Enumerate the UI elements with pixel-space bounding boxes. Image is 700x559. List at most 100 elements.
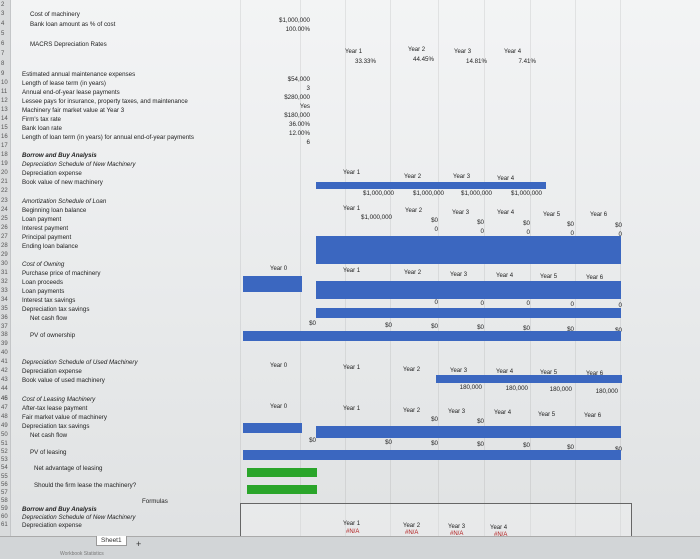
- tab-sheet1[interactable]: Sheet1: [96, 536, 127, 546]
- net-advantage-cell[interactable]: [247, 468, 317, 477]
- loan-payment-6[interactable]: $0: [615, 222, 622, 229]
- own-zero-5[interactable]: 0: [570, 301, 574, 308]
- row-number[interactable]: 27: [1, 234, 8, 240]
- row-number[interactable]: 40: [1, 350, 8, 356]
- row-number[interactable]: 15: [1, 125, 8, 131]
- used-book-5[interactable]: 180,000: [549, 386, 572, 393]
- row-number[interactable]: 18: [1, 152, 8, 158]
- value-maintenance[interactable]: $54,000: [287, 76, 310, 83]
- own-net-3[interactable]: $0: [477, 324, 484, 331]
- book-new-2[interactable]: $1,000,000: [413, 190, 444, 197]
- lease-net-5[interactable]: $0: [567, 444, 574, 451]
- lease-dep-band[interactable]: [316, 426, 621, 438]
- used-dep-band[interactable]: [436, 375, 622, 383]
- formula-val-3[interactable]: #N/A: [450, 531, 464, 537]
- workbook-statistics[interactable]: Workbook Statistics: [60, 551, 104, 557]
- own-net-1[interactable]: $0: [385, 322, 392, 329]
- lease-net-2[interactable]: $0: [431, 440, 438, 447]
- row-number[interactable]: 53: [1, 457, 8, 463]
- value-cost[interactable]: $1,000,000: [279, 17, 310, 24]
- row-number[interactable]: 32: [1, 279, 8, 285]
- row-number[interactable]: 48: [1, 414, 8, 420]
- own-net-2[interactable]: $0: [431, 323, 438, 330]
- book-new-4[interactable]: $1,000,000: [511, 190, 542, 197]
- value-lessee-pays[interactable]: Yes: [299, 103, 310, 110]
- macrs-rate-3[interactable]: 14.81%: [466, 58, 487, 65]
- row-number[interactable]: 47: [1, 405, 8, 411]
- own-net-0[interactable]: $0: [309, 320, 316, 327]
- row-number[interactable]: 51: [1, 441, 8, 447]
- value-fmv[interactable]: $180,000: [284, 112, 310, 119]
- row-number[interactable]: 19: [1, 161, 8, 167]
- row-number[interactable]: 26: [1, 225, 8, 231]
- row-number[interactable]: 6: [1, 41, 5, 47]
- lease-net-1[interactable]: $0: [385, 439, 392, 446]
- formula-val-2[interactable]: #N/A: [405, 530, 419, 536]
- formula-val-1[interactable]: #N/A: [346, 529, 360, 535]
- row-number[interactable]: 23: [1, 198, 8, 204]
- row-number[interactable]: 30: [1, 261, 8, 267]
- row-number[interactable]: 61: [1, 522, 8, 528]
- lease-aftertax-2[interactable]: $0: [431, 416, 438, 423]
- macrs-rate-2[interactable]: 44.45%: [413, 56, 434, 63]
- row-number[interactable]: 9: [1, 71, 5, 77]
- loan-interest-6[interactable]: 0: [618, 231, 622, 238]
- loan-interest-2[interactable]: 0: [434, 226, 438, 233]
- value-loan-term[interactable]: 6: [306, 139, 310, 146]
- used-book-4[interactable]: 180,000: [505, 385, 528, 392]
- row-number[interactable]: 5: [1, 31, 5, 37]
- row-number[interactable]: 38: [1, 332, 8, 338]
- row-number[interactable]: 24: [1, 207, 8, 213]
- add-sheet-button[interactable]: +: [136, 539, 142, 549]
- row-number[interactable]: 45: [1, 396, 8, 402]
- row-number[interactable]: 42: [1, 368, 8, 374]
- used-book-3[interactable]: 180,000: [459, 384, 482, 391]
- lease-year0-band[interactable]: [243, 423, 302, 433]
- row-number[interactable]: 31: [1, 270, 8, 276]
- row-number[interactable]: 59: [1, 506, 8, 512]
- row-number[interactable]: 13: [1, 107, 8, 113]
- value-lease-term[interactable]: 3: [306, 85, 310, 92]
- lease-net-0[interactable]: $0: [309, 437, 316, 444]
- value-lease-payment[interactable]: $280,000: [284, 94, 310, 101]
- row-number[interactable]: 21: [1, 179, 8, 185]
- row-number[interactable]: 29: [1, 252, 8, 258]
- row-number[interactable]: 60: [1, 514, 8, 520]
- row-number[interactable]: 25: [1, 216, 8, 222]
- used-book-6[interactable]: 180,000: [595, 388, 618, 395]
- row-number[interactable]: 58: [1, 498, 8, 504]
- row-number[interactable]: 43: [1, 377, 8, 383]
- lease-net-3[interactable]: $0: [477, 441, 484, 448]
- own-zero-6[interactable]: 0: [618, 302, 622, 309]
- value-tax-rate[interactable]: 36.00%: [289, 121, 310, 128]
- row-number[interactable]: 3: [1, 11, 5, 17]
- row-number[interactable]: 55: [1, 474, 8, 480]
- row-number[interactable]: 11: [1, 89, 8, 95]
- row-number[interactable]: 7: [1, 51, 5, 57]
- loan-interest-3[interactable]: 0: [480, 228, 484, 235]
- loan-payment-4[interactable]: $0: [523, 220, 530, 227]
- own-net-5[interactable]: $0: [567, 326, 574, 333]
- row-number[interactable]: 2: [1, 2, 5, 8]
- principal-ending-band[interactable]: [316, 236, 621, 264]
- lease-net-4[interactable]: $0: [523, 442, 530, 449]
- row-number[interactable]: 44: [1, 386, 8, 392]
- row-number[interactable]: 37: [1, 324, 8, 330]
- row-number[interactable]: 14: [1, 116, 8, 122]
- row-number[interactable]: 16: [1, 134, 8, 140]
- row-number[interactable]: 4: [1, 21, 5, 27]
- row-number[interactable]: 10: [1, 80, 8, 86]
- macrs-rate-1[interactable]: 33.33%: [355, 58, 376, 65]
- row-number[interactable]: 34: [1, 297, 8, 303]
- book-new-3[interactable]: $1,000,000: [461, 190, 492, 197]
- row-number[interactable]: 46: [1, 396, 8, 402]
- dep-expense-band[interactable]: [316, 182, 546, 189]
- loan-payment-5[interactable]: $0: [567, 221, 574, 228]
- loan-payment-3[interactable]: $0: [477, 219, 484, 226]
- lease-aftertax-3[interactable]: $0: [477, 418, 484, 425]
- pv-ownership-band[interactable]: [243, 331, 621, 341]
- formula-val-4[interactable]: #N/A: [494, 532, 508, 538]
- row-number[interactable]: 41: [1, 359, 8, 365]
- row-number[interactable]: 57: [1, 490, 8, 496]
- row-number[interactable]: 50: [1, 432, 8, 438]
